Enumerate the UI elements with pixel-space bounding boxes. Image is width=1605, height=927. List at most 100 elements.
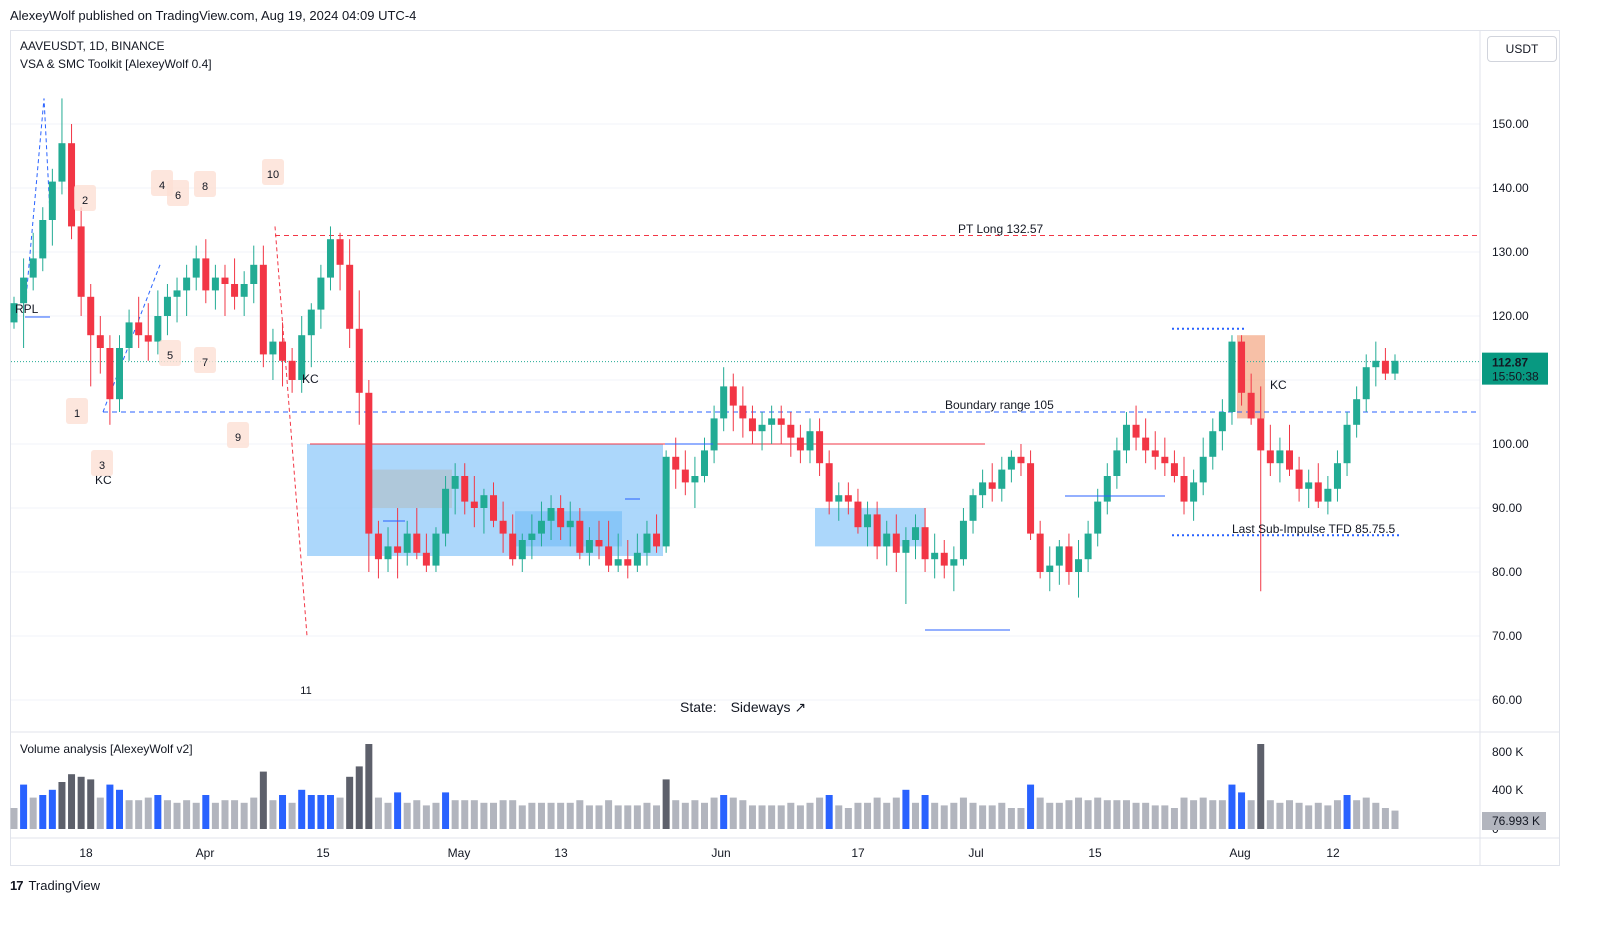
volume-bar: [77, 776, 85, 829]
candle-body: [969, 495, 977, 521]
volume-bar: [921, 795, 929, 829]
candle-body: [231, 284, 239, 297]
volume-bar: [20, 784, 28, 829]
candle-body: [68, 143, 76, 227]
last-price-value: 112.87: [1492, 356, 1528, 370]
candle-body: [1362, 367, 1370, 400]
candle-body: [672, 456, 680, 470]
candle-body: [202, 258, 210, 291]
volume-bar: [796, 805, 804, 829]
count-badge: [227, 422, 249, 448]
candle-body: [1075, 559, 1083, 572]
candle-body: [58, 143, 66, 182]
candle-body: [1228, 341, 1236, 412]
volume-bar: [787, 802, 795, 829]
volume-readout-tag: [1482, 812, 1546, 830]
time-tick-label: Aug: [1229, 846, 1250, 860]
volume-bar: [748, 805, 756, 829]
volume-bar: [183, 800, 191, 829]
candle-body: [931, 552, 939, 560]
candle-body: [653, 533, 661, 547]
candle-body: [1170, 463, 1178, 476]
count-badge: [74, 185, 96, 211]
candle-body: [950, 559, 958, 566]
volume-bar: [279, 795, 287, 829]
candle-body: [374, 533, 382, 560]
price-tick-label: 130.00: [1492, 245, 1529, 259]
volume-bar: [499, 800, 507, 829]
candle-body: [633, 552, 641, 566]
symbol-legend[interactable]: AAVEUSDT, 1D, BINANCE: [20, 39, 165, 53]
volume-bar: [1218, 800, 1226, 829]
volume-bar: [998, 802, 1006, 829]
volume-bar: [355, 766, 363, 829]
volume-bar: [931, 802, 939, 829]
volume-bar: [29, 797, 37, 829]
volume-bar: [1362, 797, 1370, 829]
volume-bar: [298, 789, 306, 829]
volume-bar: [326, 795, 334, 829]
currency-button[interactable]: USDT: [1487, 36, 1557, 62]
volume-bar: [135, 800, 143, 829]
volume-bar: [403, 802, 411, 829]
count-label: 8: [202, 181, 208, 193]
volume-tick-label: 800 K: [1492, 745, 1523, 759]
candle-body: [154, 316, 162, 342]
time-tick-label: Jun: [711, 846, 730, 860]
candle-body: [902, 540, 910, 553]
candle-body: [1295, 469, 1303, 489]
volume-bar: [1228, 784, 1236, 829]
candle-body: [720, 386, 728, 419]
candle-body: [816, 431, 824, 464]
volume-bar: [566, 802, 574, 829]
volume-legend[interactable]: Volume analysis [AlexeyWolf v2]: [20, 742, 193, 756]
volume-bar: [835, 805, 843, 829]
time-tick-label: Apr: [196, 846, 215, 860]
price-tick-label: 90.00: [1492, 501, 1522, 515]
boundary-label: Boundary range 105: [945, 398, 1054, 412]
candle-body: [317, 277, 325, 310]
candle-body: [681, 469, 689, 483]
volume-bar: [490, 802, 498, 829]
volume-bar: [1238, 792, 1246, 829]
volume-bar: [701, 802, 708, 829]
candle-body: [1218, 412, 1226, 432]
price-tick-label: 60.00: [1492, 693, 1522, 707]
kc-label: KC: [95, 473, 112, 487]
candle-body: [1353, 399, 1361, 425]
candle-body: [921, 527, 929, 560]
candle-body: [605, 546, 613, 566]
candle-body: [163, 296, 171, 316]
volume-bar: [346, 776, 354, 829]
candle-body: [662, 456, 670, 547]
candle-body: [739, 405, 747, 419]
candle-body: [624, 559, 632, 566]
candle-body: [490, 495, 498, 521]
candle-body: [307, 309, 315, 336]
candle-body: [461, 476, 469, 502]
candle-body: [413, 533, 421, 553]
price-tick-label: 70.00: [1492, 629, 1522, 643]
time-tick-label: 17: [851, 846, 865, 860]
candle-body: [1122, 424, 1130, 451]
volume-bar: [461, 800, 469, 829]
candle-body: [1065, 546, 1073, 572]
volume-bar: [317, 795, 325, 829]
candle-body: [288, 360, 296, 380]
volume-bar: [988, 805, 996, 829]
volume-bar: [1027, 784, 1035, 829]
indicator-legend[interactable]: VSA & SMC Toolkit [AlexeyWolf 0.4]: [20, 57, 212, 71]
time-tick-label: Jul: [968, 846, 983, 860]
volume-bar: [269, 800, 277, 829]
volume-bar: [940, 805, 948, 829]
volume-bar: [892, 797, 900, 829]
candle-body: [1391, 360, 1399, 374]
volume-bar: [39, 795, 47, 829]
candle-body: [643, 533, 651, 553]
pt-long-label: PT Long 132.57: [958, 222, 1044, 236]
count-badge: [194, 171, 216, 197]
candle-body: [825, 463, 833, 502]
candle-body: [125, 322, 133, 348]
volume-bar: [1113, 800, 1121, 829]
